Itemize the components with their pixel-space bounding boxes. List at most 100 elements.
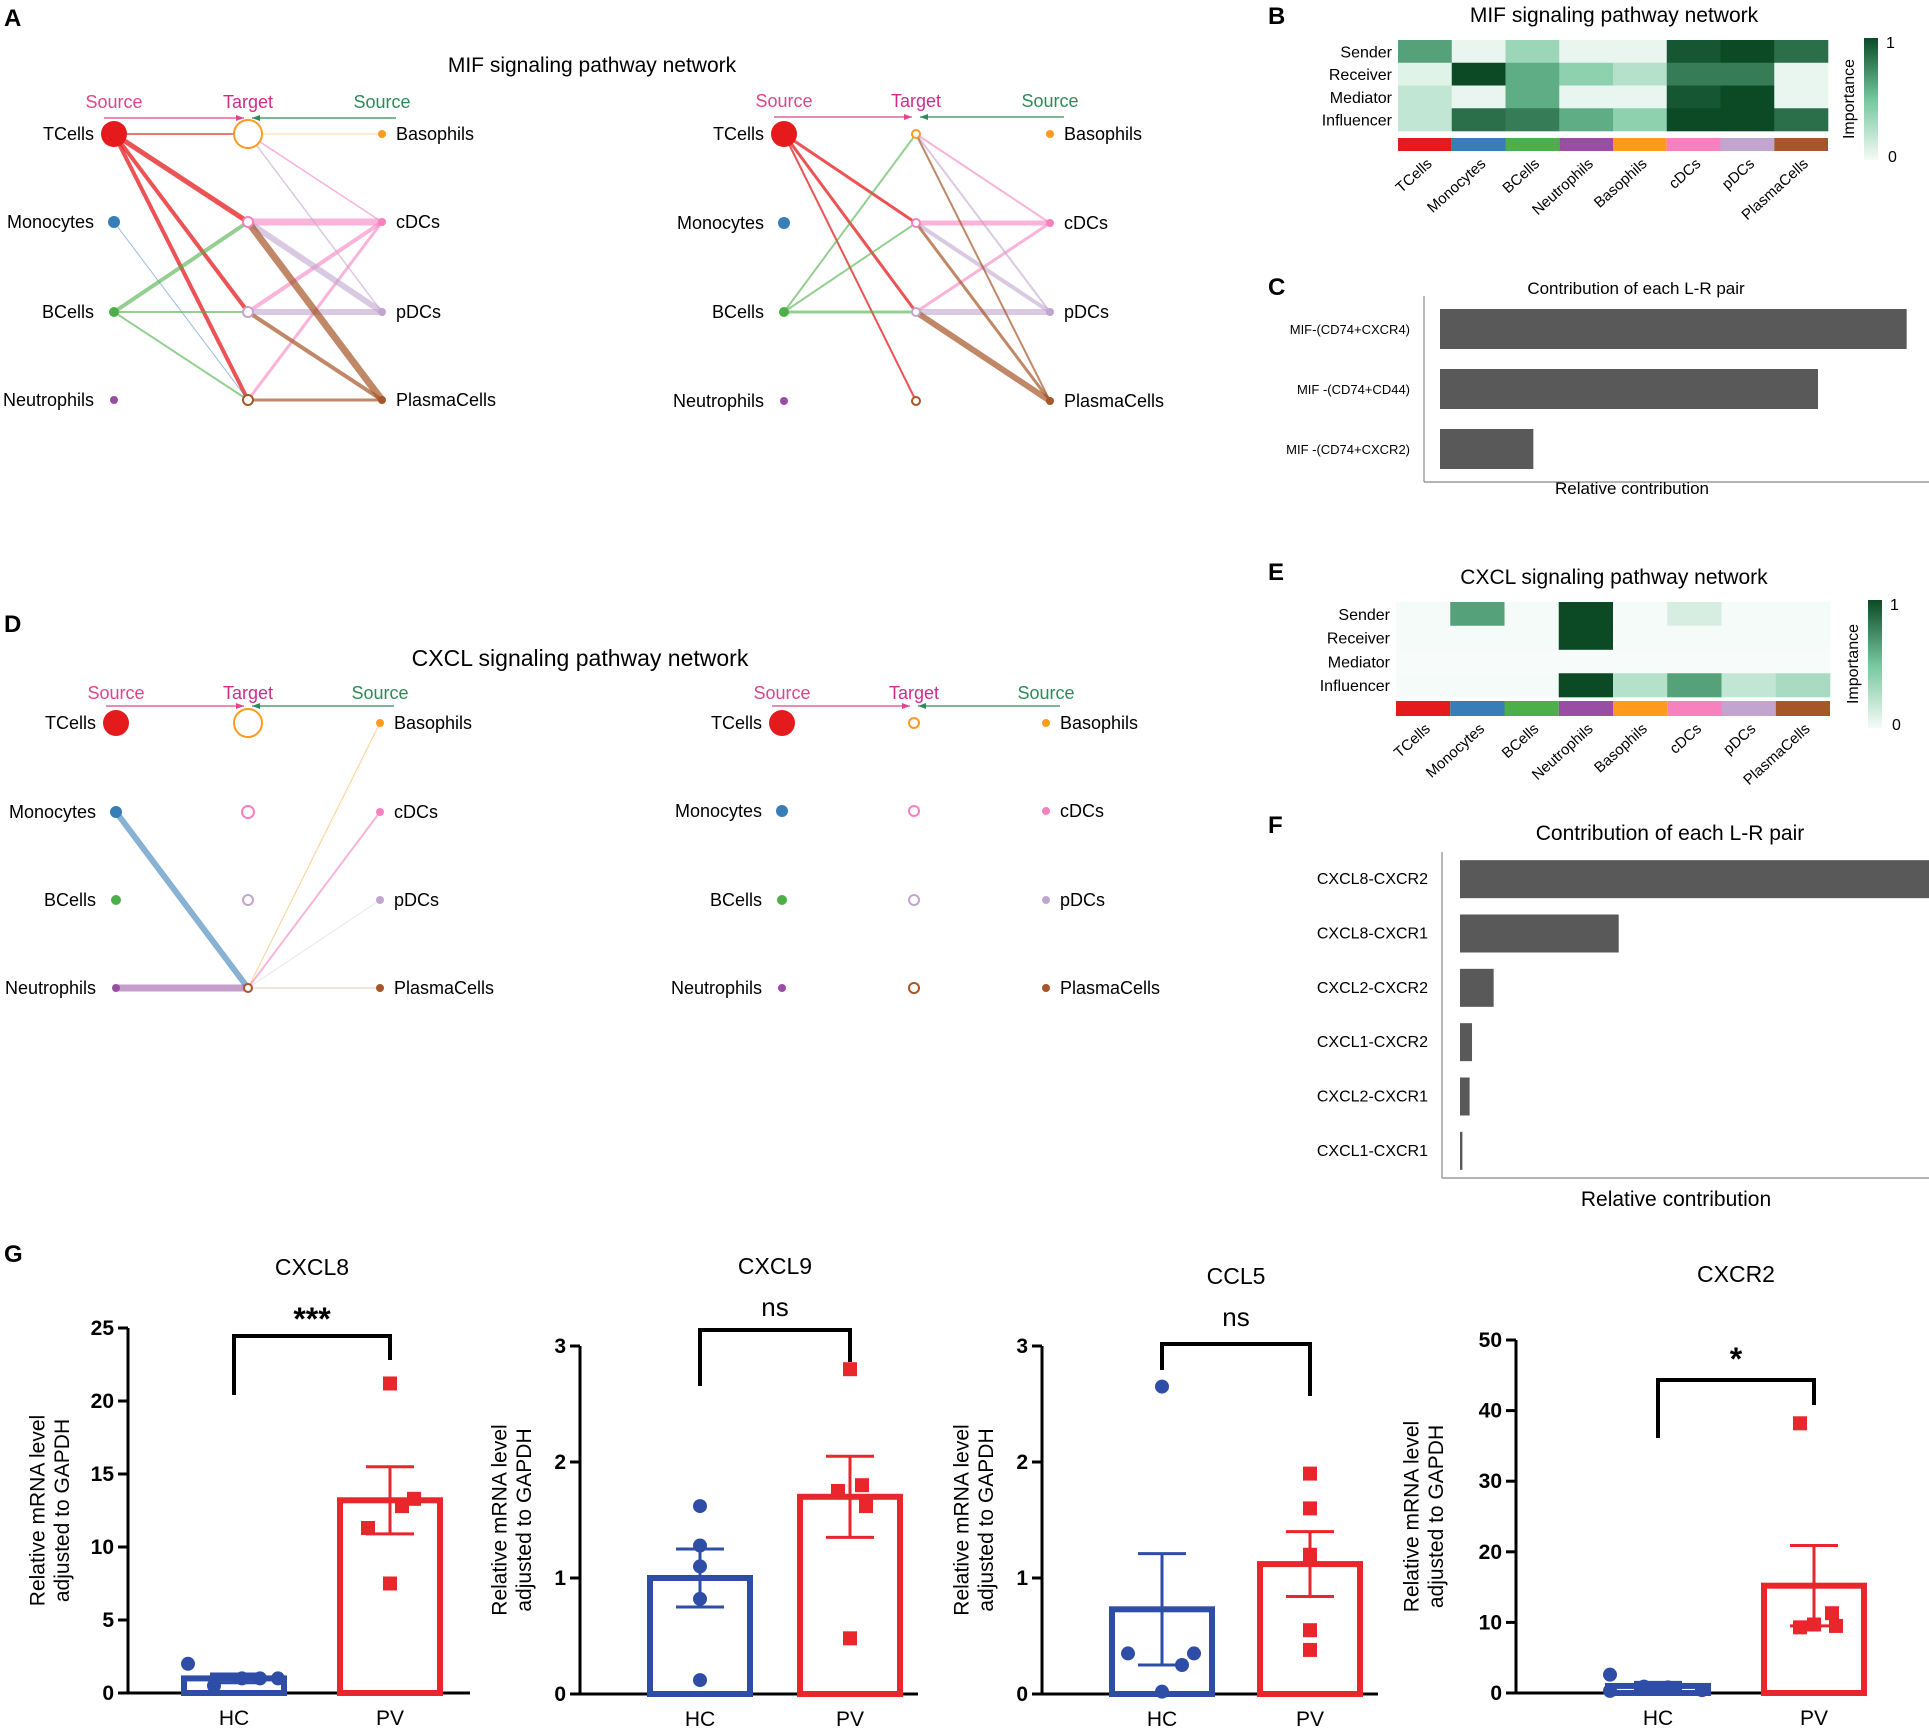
- bar-cxcl1-cxcr1: [1460, 1131, 1463, 1170]
- x-axis-label: Relative contribution: [1555, 479, 1709, 498]
- source-node-label-plasmacells: PlasmaCells: [396, 390, 496, 410]
- y-tick-label: 20: [91, 1390, 114, 1413]
- source-node-bcells: [109, 307, 119, 317]
- heat-cell-mediator-monocytes: [1451, 85, 1506, 109]
- data-point-hc: [1175, 1658, 1189, 1672]
- heat-cell-sender-cdcs: [1667, 602, 1722, 627]
- panel-label-e: E: [1268, 559, 1284, 586]
- significance-label: ***: [293, 1301, 331, 1337]
- heat-color-strip-pdcs: [1721, 701, 1776, 716]
- source-node-label-neutrophils: Neutrophils: [3, 390, 94, 410]
- heat-cell-influencer-pdcs: [1720, 108, 1775, 132]
- target-node-basophils: [233, 708, 263, 738]
- heat-cell-sender-monocytes: [1450, 602, 1505, 627]
- source-right-label: Source: [1021, 91, 1078, 111]
- source-node-bcells: [111, 895, 121, 905]
- data-point-hc: [1155, 1379, 1169, 1394]
- source-node-label-bcells: BCells: [712, 302, 764, 322]
- data-point-pv: [843, 1631, 857, 1646]
- source-node-neutrophils: [780, 397, 788, 405]
- source-right-label: Source: [351, 683, 408, 703]
- source-node-monocytes: [776, 805, 788, 817]
- target-node-pdcs: [242, 894, 254, 906]
- source-node-monocytes: [108, 216, 120, 228]
- y-axis-label-line2: adjusted to GAPDH: [513, 1428, 536, 1611]
- heat-cell-sender-plasmacells: [1774, 40, 1829, 64]
- chart-title: CXCL8: [275, 1254, 349, 1280]
- bar-cxcl8-cxcr1: [1460, 914, 1619, 953]
- chart-title: Contribution of each L-R pair: [1536, 822, 1804, 845]
- data-point-pv: [1793, 1620, 1807, 1635]
- y-axis-label-line2: adjusted to GAPDH: [1425, 1425, 1448, 1608]
- y-tick-label: 2: [1016, 1451, 1028, 1474]
- colorbar: [1864, 38, 1878, 160]
- data-point-hc: [693, 1559, 707, 1574]
- heat-cell-sender-neutrophils: [1559, 40, 1614, 64]
- heat-cell-sender-cdcs: [1666, 40, 1721, 64]
- target-node-plasmacells: [243, 983, 253, 993]
- source-node-monocytes: [110, 806, 122, 818]
- data-point-hc: [207, 1678, 221, 1693]
- heat-cell-influencer-tcells: [1398, 108, 1453, 132]
- heat-color-strip-monocytes: [1451, 138, 1506, 151]
- target-node-cdcs: [241, 805, 255, 819]
- heat-cell-influencer-plasmacells: [1775, 673, 1831, 698]
- heat-col-label-cdcs: cDCs: [1666, 155, 1705, 192]
- y-tick-label: 15: [91, 1463, 115, 1486]
- source-right-label: Source: [353, 92, 410, 112]
- source-label: Source: [755, 91, 812, 111]
- target-node-cdcs: [242, 216, 254, 228]
- y-axis-label-line1: Relative mRNA level: [27, 1415, 50, 1606]
- target-label: Target: [223, 683, 273, 703]
- chart-title: Contribution of each L-R pair: [1527, 279, 1745, 298]
- edge-plasmacells-to-pdcs: [914, 309, 1052, 404]
- data-point-hc: [1695, 1683, 1709, 1698]
- source-label: Source: [85, 92, 142, 112]
- data-point-pv: [383, 1376, 397, 1391]
- data-point-hc: [693, 1591, 707, 1606]
- source-node-label-pdcs: pDCs: [1060, 890, 1105, 910]
- bar-cxcl8-cxcr2: [1460, 860, 1929, 899]
- heat-cell-receiver-pdcs: [1721, 625, 1777, 650]
- source-node-label-pdcs: pDCs: [1064, 302, 1109, 322]
- heat-cell-influencer-monocytes: [1451, 108, 1506, 132]
- data-point-pv: [1829, 1618, 1843, 1633]
- y-tick-label: 0: [554, 1683, 566, 1706]
- data-point-pv: [1825, 1606, 1839, 1621]
- source-node-cdcs: [376, 808, 384, 816]
- heat-color-strip-bcells: [1505, 138, 1560, 151]
- data-point-pv: [383, 1576, 397, 1591]
- edge-pdcs-to-basophils: [915, 133, 1051, 313]
- y-axis-label: Relative mRNA leveladjusted to GAPDH: [489, 1424, 536, 1615]
- y-axis-label: Relative mRNA leveladjusted to GAPDH: [27, 1415, 74, 1606]
- colorbar-max-label: 1: [1886, 35, 1895, 52]
- heat-col-label-pdcs: pDCs: [1720, 720, 1759, 758]
- heat-col-label-cdcs: cDCs: [1666, 720, 1705, 757]
- heat-cell-sender-basophils: [1613, 40, 1668, 64]
- source-node-neutrophils: [778, 984, 786, 992]
- data-point-hc: [1121, 1646, 1135, 1661]
- source-node-label-cdcs: cDCs: [394, 802, 438, 822]
- chart-title: CXCR2: [1697, 1261, 1775, 1287]
- panel-label-d: D: [4, 611, 21, 638]
- source-node-basophils: [376, 719, 384, 727]
- chart-title: CXCL9: [738, 1253, 812, 1279]
- data-point-pv: [1303, 1642, 1317, 1657]
- source-node-label-basophils: Basophils: [394, 713, 472, 733]
- data-point-pv: [395, 1499, 409, 1514]
- heat-col-label-tcells: TCells: [1391, 720, 1434, 761]
- colorbar-max-label: 1: [1890, 597, 1899, 614]
- data-point-hc: [1661, 1680, 1675, 1695]
- source-node-label-neutrophils: Neutrophils: [5, 978, 96, 998]
- heat-cell-receiver-bcells: [1505, 62, 1560, 86]
- heat-row-label-mediator: Mediator: [1328, 654, 1391, 671]
- heat-cell-mediator-plasmacells: [1774, 85, 1829, 109]
- y-tick-label: 0: [1016, 1683, 1028, 1706]
- heat-cell-receiver-plasmacells: [1774, 62, 1829, 86]
- heat-col-label-basophils: Basophils: [1591, 720, 1651, 776]
- data-point-hc: [1155, 1684, 1169, 1699]
- source-node-label-cdcs: cDCs: [1060, 801, 1104, 821]
- heat-cell-receiver-basophils: [1613, 625, 1668, 650]
- data-point-pv: [831, 1484, 845, 1498]
- data-point-hc: [693, 1499, 707, 1514]
